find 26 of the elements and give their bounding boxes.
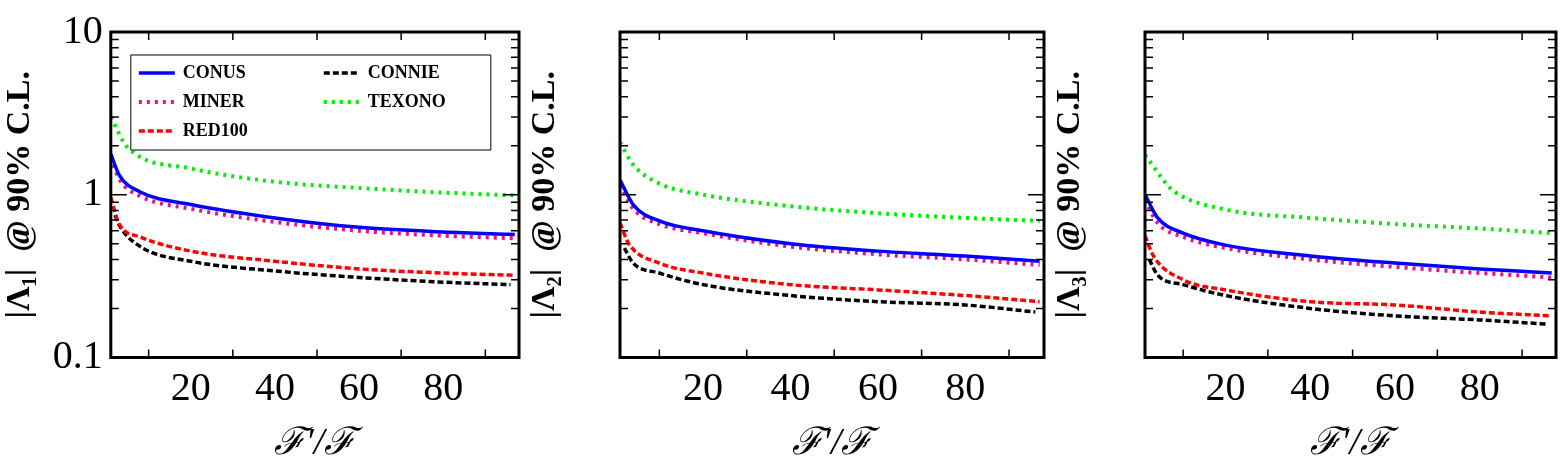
x-tick-label: 20 bbox=[683, 363, 724, 409]
legend-label: RED100 bbox=[182, 119, 248, 140]
x-tick-label: 60 bbox=[857, 363, 898, 409]
x-tick-label: 60 bbox=[339, 363, 380, 409]
legend-label: CONNIE bbox=[367, 61, 440, 82]
y-axis-title: |Λ₁| @ 90% C.L. bbox=[0, 71, 37, 319]
x-tick-label: 40 bbox=[1290, 363, 1331, 409]
x-tick-label: 80 bbox=[423, 363, 464, 409]
legend-label: MINER bbox=[182, 90, 246, 111]
y-tick-label: 0.1 bbox=[52, 331, 103, 377]
x-tick-label: 80 bbox=[945, 363, 986, 409]
y-tick-label: 1 bbox=[82, 169, 103, 215]
legend-label: CONUS bbox=[182, 61, 246, 82]
x-tick-label: 20 bbox=[1205, 363, 1246, 409]
y-axis-title: |Λ₃| @ 90% C.L. bbox=[1049, 71, 1087, 319]
x-tick-label: 20 bbox=[170, 363, 211, 409]
y-axis-title: |Λ₂| @ 90% C.L. bbox=[524, 71, 562, 319]
x-tick-label: 80 bbox=[1459, 363, 1500, 409]
x-tick-label: 40 bbox=[254, 363, 295, 409]
legend-label: TEXONO bbox=[367, 90, 446, 111]
x-tick-label: 60 bbox=[1374, 363, 1415, 409]
x-axis-title: ℱ′/ℱ bbox=[791, 420, 881, 463]
y-tick-label: 10 bbox=[62, 6, 103, 52]
x-axis-title: ℱ′/ℱ bbox=[1310, 420, 1399, 463]
x-axis-title: ℱ′/ℱ bbox=[274, 420, 364, 463]
x-tick-label: 40 bbox=[770, 363, 811, 409]
